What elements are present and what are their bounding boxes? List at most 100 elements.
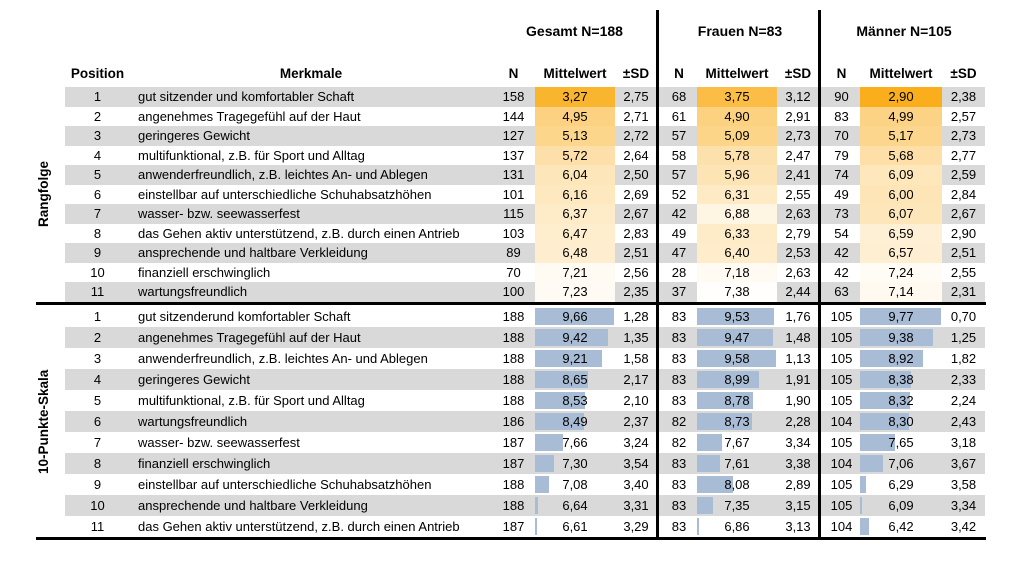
- cell-n-maenner-value: 105: [830, 393, 853, 408]
- cell-sd-gesamt: 2,71: [615, 107, 657, 127]
- cell-mittelwert-gesamt-value: 8,65: [562, 372, 588, 387]
- cell-n-frauen: 83: [661, 348, 697, 369]
- cell-mittelwert-gesamt: 5,13: [535, 126, 615, 146]
- cell-n-frauen-value: 37: [671, 284, 687, 299]
- mittelwert-databar: [535, 308, 614, 325]
- cell-sd-gesamt-value: 3,31: [623, 498, 649, 513]
- cell-n-maenner: 42: [823, 243, 860, 263]
- cell-mittelwert-maenner-value: 8,32: [888, 393, 914, 408]
- row-position-value: 4: [93, 147, 102, 163]
- cell-sd-maenner-value: 2,77: [950, 147, 977, 163]
- mittelwert-databar: [860, 497, 862, 514]
- cell-sd-maenner-value: 2,59: [950, 167, 977, 182]
- row-merkmal: finanziell erschwinglich: [130, 453, 492, 474]
- mittelwert-databar: [860, 329, 933, 346]
- table-row: 3 geringeres Gewicht 127 5,13 2,72 57 5,09 2,73…: [65, 126, 985, 146]
- cell-sd-maenner: 2,51: [942, 243, 985, 263]
- cell-mittelwert-frauen-value: 3,75: [724, 89, 750, 104]
- cell-n-gesamt-value: 115: [503, 206, 524, 221]
- cell-mittelwert-maenner: 5,68: [860, 145, 942, 165]
- cell-mittelwert-gesamt: 6,47: [535, 223, 615, 243]
- cell-sd-maenner: 2,84: [942, 185, 985, 205]
- cell-sd-gesamt-value: 2,17: [623, 372, 649, 387]
- cell-n-frauen-value: 52: [671, 186, 687, 202]
- table-row: 2 angenehmes Tragegefühl auf der Haut 188 9…: [65, 327, 985, 348]
- cell-n-frauen-value: 83: [671, 351, 687, 366]
- cell-sd-gesamt: 2,64: [615, 146, 657, 166]
- cell-n-gesamt: 188: [492, 306, 535, 327]
- cell-sd-maenner-value: 2,43: [950, 414, 977, 429]
- cell-n-frauen-value: 28: [671, 264, 687, 280]
- cell-n-gesamt: 187: [492, 516, 535, 537]
- cell-mittelwert-frauen-value: 7,67: [724, 435, 750, 450]
- cell-n-maenner: 105: [823, 369, 860, 390]
- cell-sd-maenner-value: 2,51: [950, 245, 977, 260]
- table-row: 5 multifunktional, z.B. für Sport und All…: [65, 390, 985, 411]
- row-merkmal: multifunktional, z.B. für Sport und Allt…: [130, 390, 492, 411]
- row-merkmal: angenehmes Tragegefühl auf der Haut: [130, 327, 492, 348]
- cell-mittelwert-frauen-value: 9,53: [724, 309, 750, 324]
- cell-mittelwert-maenner-value: 2,90: [888, 89, 914, 104]
- row-position-value: 9: [93, 477, 102, 492]
- cell-mittelwert-gesamt-value: 6,64: [562, 498, 588, 513]
- cell-mittelwert-gesamt-value: 7,08: [562, 477, 588, 492]
- cell-n-maenner-value: 105: [830, 435, 853, 450]
- mittelwert-databar: [535, 371, 589, 388]
- row-position: 10: [65, 263, 130, 283]
- cell-mittelwert-gesamt-value: 6,47: [562, 225, 588, 241]
- mittelwert-databar: [535, 518, 537, 535]
- row-position: 11: [65, 516, 130, 537]
- cell-mittelwert-gesamt: 3,27: [535, 87, 615, 107]
- mittelwert-databar: [860, 308, 941, 325]
- row-position: 6: [65, 185, 130, 205]
- cell-sd-maenner: 2,67: [942, 204, 985, 224]
- cell-sd-maenner: 1,25: [942, 327, 985, 348]
- cell-mittelwert-frauen: 5,78: [697, 145, 777, 165]
- row-merkmal-value: einstellbar auf unterschiedliche Schuhab…: [138, 186, 432, 202]
- row-merkmal: angenehmes Tragegefühl auf der Haut: [130, 107, 492, 127]
- cell-mittelwert-maenner: 6,42: [860, 516, 942, 537]
- mittelwert-databar: [860, 392, 910, 409]
- cell-mittelwert-gesamt: 6,48: [535, 243, 615, 263]
- cell-sd-gesamt-value: 3,54: [623, 456, 649, 471]
- cell-mittelwert-frauen: 6,88: [697, 204, 777, 224]
- cell-mittelwert-maenner-value: 6,09: [888, 498, 914, 513]
- table-row: 10 finanziell erschwinglich 70 7,21 2,56 28 7,…: [65, 262, 985, 283]
- cell-n-maenner-value: 105: [830, 498, 853, 513]
- cell-sd-gesamt-value: 2,83: [623, 225, 649, 241]
- cell-mittelwert-frauen: 8,78: [697, 390, 777, 411]
- cell-mittelwert-gesamt-value: 7,23: [562, 284, 588, 299]
- table-row: 11 wartungsfreundlich 100 7,23 2,35 37 7,38 2,4…: [65, 282, 985, 302]
- cell-mittelwert-frauen: 5,96: [697, 165, 777, 185]
- cell-mittelwert-gesamt-value: 6,61: [562, 519, 588, 534]
- cell-n-maenner-value: 63: [834, 284, 849, 299]
- cell-n-maenner: 54: [823, 224, 860, 244]
- cell-sd-maenner-value: 1,25: [950, 330, 977, 345]
- row-merkmal: wartungsfreundlich: [130, 282, 492, 302]
- cell-sd-frauen-value: 2,53: [785, 245, 811, 260]
- table-row: 9 einstellbar auf unterschiedliche Schuha…: [65, 474, 985, 495]
- cell-sd-gesamt: 2,37: [615, 411, 657, 432]
- cell-n-maenner: 49: [823, 185, 860, 205]
- cell-mittelwert-maenner: 6,29: [860, 474, 942, 495]
- row-merkmal: wartungsfreundlich: [130, 411, 492, 432]
- cell-n-frauen: 83: [661, 369, 697, 390]
- cell-sd-gesamt-value: 1,58: [623, 351, 649, 366]
- cell-n-frauen: 83: [661, 474, 697, 495]
- cell-n-maenner: 74: [823, 165, 860, 185]
- cell-n-frauen: 83: [661, 327, 697, 348]
- cell-sd-gesamt-value: 2,67: [623, 206, 649, 221]
- cell-mittelwert-frauen: 7,35: [697, 495, 777, 516]
- cell-sd-frauen-value: 2,91: [785, 108, 811, 124]
- row-merkmal: ansprechende und haltbare Verkleidung: [130, 243, 492, 263]
- cell-n-maenner-value: 73: [834, 206, 849, 221]
- cell-sd-gesamt-value: 2,72: [623, 128, 649, 143]
- cell-sd-frauen: 2,91: [777, 107, 819, 127]
- cell-mittelwert-frauen: 9,53: [697, 306, 777, 327]
- table-row: 9 ansprechende und haltbare Verkleidung 89…: [65, 243, 985, 263]
- cell-n-maenner: 105: [823, 327, 860, 348]
- cell-mittelwert-maenner-value: 8,38: [888, 372, 914, 387]
- row-merkmal-value: angenehmes Tragegefühl auf der Haut: [138, 108, 361, 124]
- cell-sd-maenner: 2,77: [942, 146, 985, 166]
- row-merkmal-value: wasser- bzw. seewasserfest: [138, 206, 300, 221]
